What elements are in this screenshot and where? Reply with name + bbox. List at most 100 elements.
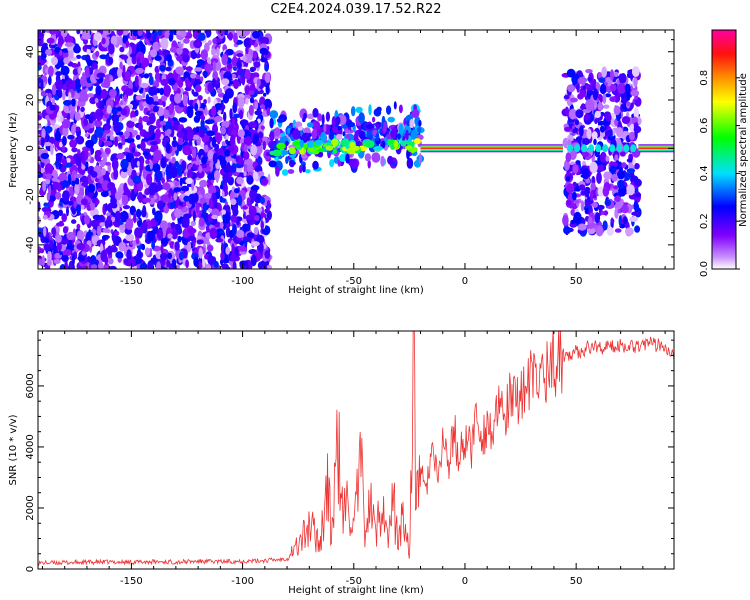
heatmap-blob <box>583 113 591 121</box>
heatmap-blob <box>106 105 112 114</box>
y-tick-label: 40 <box>25 45 36 58</box>
heatmap-blob <box>591 131 598 140</box>
heatmap-blob <box>307 140 315 148</box>
heatmap-blob <box>151 240 156 250</box>
heatmap-blob <box>572 164 579 174</box>
heatmap-blob <box>40 137 45 148</box>
spectrogram-ylabel: Frequency (Hz) <box>8 112 19 188</box>
heatmap-blob <box>365 140 375 149</box>
heatmap-blob <box>371 152 381 163</box>
heatmap-blob <box>38 259 43 266</box>
heatmap-blob <box>211 78 217 88</box>
heatmap-blob <box>68 50 74 59</box>
heatmap-blob <box>84 132 89 138</box>
heatmap-blob <box>299 165 303 174</box>
heatmap-blob <box>566 199 572 206</box>
heatmap-blob <box>383 121 387 133</box>
heatmap-blob <box>200 49 208 60</box>
heatmap-blob <box>585 99 595 111</box>
heatmap-blob <box>216 47 220 57</box>
heatmap-blob <box>55 79 64 91</box>
heatmap-blob <box>398 123 404 136</box>
heatmap-blob <box>246 222 251 231</box>
heatmap-blob <box>629 216 638 222</box>
heatmap-blob <box>619 73 627 84</box>
heatmap-blob <box>376 106 382 112</box>
heatmap-blob <box>625 227 634 236</box>
heatmap-blob <box>582 85 586 90</box>
heatmap-blob <box>67 112 71 121</box>
heatmap-blob <box>605 155 610 162</box>
heatmap-blob <box>98 261 104 269</box>
heatmap-blob <box>409 118 415 129</box>
heatmap-blob <box>214 103 223 109</box>
heatmap-blob <box>249 66 257 72</box>
heatmap-blob <box>42 180 47 192</box>
heatmap-blob <box>259 47 269 55</box>
heatmap-blob <box>630 144 637 153</box>
heatmap-blob <box>225 246 230 255</box>
heatmap-blob <box>54 131 61 142</box>
heatmap-blob <box>71 98 76 107</box>
heatmap-blob <box>118 34 123 46</box>
heatmap-blob <box>152 105 159 113</box>
heatmap-blob <box>220 242 225 254</box>
heatmap-blob <box>199 143 206 148</box>
heatmap-blob <box>179 201 183 206</box>
heatmap-blob <box>83 118 89 127</box>
heatmap-blob <box>165 141 171 154</box>
heatmap-blob <box>206 130 216 137</box>
heatmap-blob <box>125 218 134 230</box>
heatmap-blob <box>176 55 184 62</box>
heatmap-blob <box>91 198 98 204</box>
heatmap-blob <box>109 75 114 83</box>
heatmap-blob <box>154 210 163 222</box>
heatmap-blob <box>42 214 48 220</box>
heatmap-blob <box>237 156 244 165</box>
heatmap-blob <box>194 84 202 93</box>
heatmap-blob <box>602 144 609 153</box>
heatmap-blob <box>345 153 350 164</box>
heatmap-blob <box>184 86 192 92</box>
heatmap-blob <box>149 160 153 170</box>
heatmap-blob <box>569 97 578 103</box>
y-tick-label: -40 <box>25 237 36 253</box>
heatmap-blob <box>179 251 184 261</box>
heatmap-blob <box>229 108 233 120</box>
heatmap-blob <box>110 216 116 223</box>
heatmap-blob <box>573 211 582 224</box>
heatmap-blob <box>159 87 164 96</box>
heatmap-blob <box>239 260 249 266</box>
heatmap-blob <box>416 126 422 133</box>
heatmap-blob <box>51 97 56 106</box>
heatmap-blob <box>113 121 121 134</box>
heatmap-blob <box>65 79 74 91</box>
heatmap-blob <box>120 158 129 170</box>
heatmap-blob <box>609 144 616 153</box>
snr-xlabel: Height of straight line (km) <box>288 585 424 596</box>
heatmap-blob <box>233 154 237 159</box>
heatmap-blob <box>198 217 205 227</box>
heatmap-blob <box>594 110 601 118</box>
heatmap-blob <box>38 124 42 129</box>
heatmap-blob <box>68 92 72 101</box>
heatmap-blob <box>137 30 143 37</box>
heatmap-blob <box>63 99 72 106</box>
heatmap-blob <box>335 116 341 125</box>
heatmap-blob <box>84 148 89 161</box>
heatmap-blob <box>178 117 188 123</box>
heatmap-blob <box>90 264 98 269</box>
heatmap-blob <box>91 46 96 52</box>
heatmap-blob <box>47 251 51 262</box>
heatmap-blob <box>132 30 140 37</box>
heatmap-blob <box>94 97 99 104</box>
heatmap-blob <box>609 69 615 81</box>
snr-ylabel: SNR (10 * v/v) <box>8 414 19 485</box>
heatmap-blob <box>380 155 385 167</box>
heatmap-blob <box>621 205 629 214</box>
x-tick-label: -50 <box>346 276 362 287</box>
heatmap-blob <box>145 96 154 105</box>
heatmap-blob <box>581 151 589 158</box>
heatmap-blob <box>174 207 182 219</box>
heatmap-blob <box>170 222 176 229</box>
